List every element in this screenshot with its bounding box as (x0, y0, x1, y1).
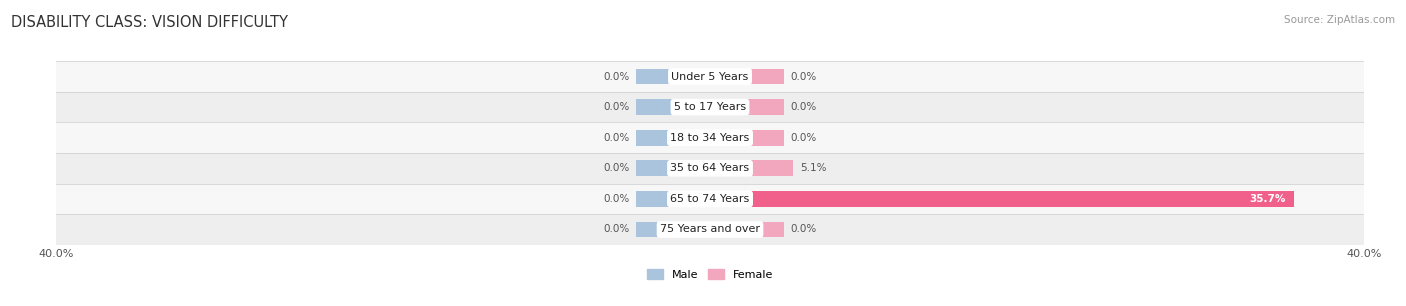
Bar (56, 153, 1364, 184)
Text: 75 Years and over: 75 Years and over (659, 225, 761, 234)
Bar (56, 184, 1364, 214)
Bar (637, 99, 710, 115)
Bar (637, 130, 710, 146)
Bar (710, 130, 783, 146)
Text: 18 to 34 Years: 18 to 34 Years (671, 133, 749, 143)
Bar (637, 69, 710, 84)
Legend: Male, Female: Male, Female (647, 269, 773, 280)
Text: 65 to 74 Years: 65 to 74 Years (671, 194, 749, 204)
Bar (710, 222, 783, 237)
Text: 5 to 17 Years: 5 to 17 Years (673, 102, 747, 112)
Text: 0.0%: 0.0% (603, 225, 630, 234)
Bar (637, 160, 710, 176)
Text: 0.0%: 0.0% (603, 72, 630, 81)
Text: 0.0%: 0.0% (603, 163, 630, 173)
Bar (637, 191, 710, 207)
Text: DISABILITY CLASS: VISION DIFFICULTY: DISABILITY CLASS: VISION DIFFICULTY (11, 15, 288, 30)
Bar (637, 222, 710, 237)
Bar (56, 92, 1364, 122)
Text: Under 5 Years: Under 5 Years (672, 72, 748, 81)
Bar (56, 214, 1364, 245)
Text: 0.0%: 0.0% (603, 102, 630, 112)
Text: 0.0%: 0.0% (790, 225, 817, 234)
Text: 35.7%: 35.7% (1249, 194, 1285, 204)
Bar (56, 61, 1364, 92)
Bar (710, 191, 1294, 207)
Text: 0.0%: 0.0% (790, 72, 817, 81)
Bar (710, 160, 793, 176)
Text: 0.0%: 0.0% (603, 194, 630, 204)
Bar (710, 99, 783, 115)
Text: 0.0%: 0.0% (790, 133, 817, 143)
Bar (56, 122, 1364, 153)
Bar (710, 69, 783, 84)
Text: 0.0%: 0.0% (603, 133, 630, 143)
Text: 0.0%: 0.0% (790, 102, 817, 112)
Text: Source: ZipAtlas.com: Source: ZipAtlas.com (1284, 15, 1395, 25)
Text: 35 to 64 Years: 35 to 64 Years (671, 163, 749, 173)
Text: 5.1%: 5.1% (800, 163, 827, 173)
